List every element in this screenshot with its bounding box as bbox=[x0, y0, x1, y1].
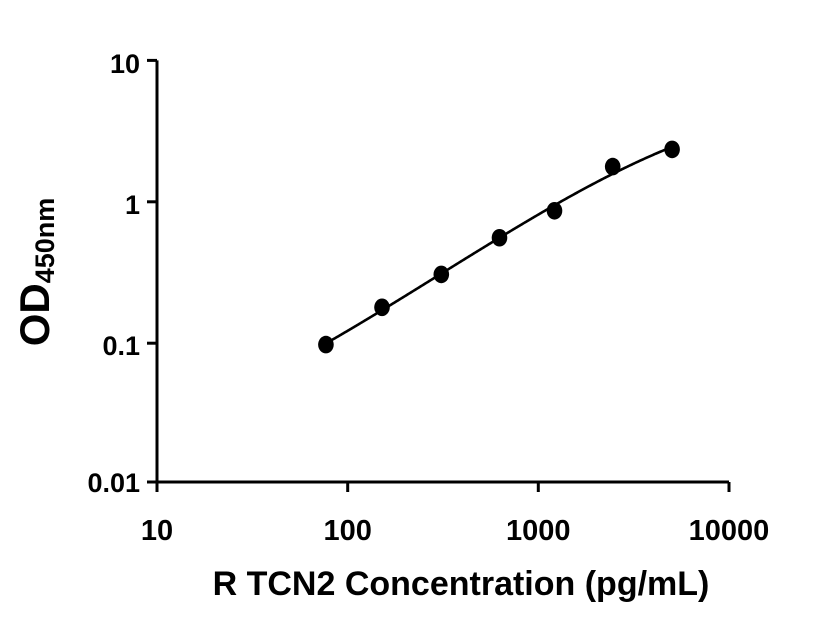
svg-text:0.1: 0.1 bbox=[102, 331, 140, 361]
svg-text:10000: 10000 bbox=[689, 515, 770, 547]
svg-text:10: 10 bbox=[141, 515, 173, 547]
svg-text:1: 1 bbox=[125, 190, 140, 220]
svg-text:1000: 1000 bbox=[506, 515, 571, 547]
svg-text:0.01: 0.01 bbox=[87, 468, 140, 498]
svg-text:R TCN2 Concentration (pg/mL): R TCN2 Concentration (pg/mL) bbox=[213, 565, 710, 603]
svg-text:10: 10 bbox=[110, 49, 140, 79]
svg-text:100: 100 bbox=[324, 515, 372, 547]
